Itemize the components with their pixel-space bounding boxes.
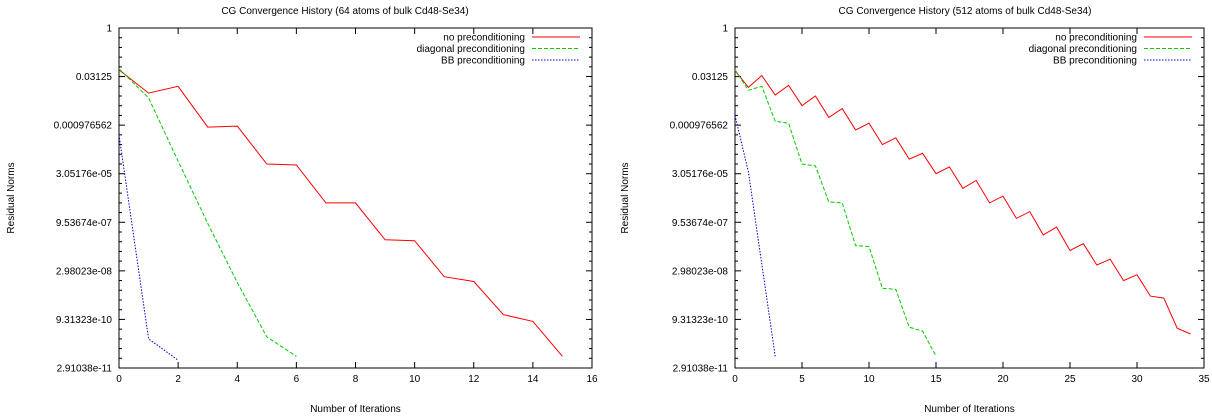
x-tick-label: 0 bbox=[116, 374, 122, 385]
x-axis-label: Number of Iterations bbox=[310, 404, 401, 415]
y-tick-label: 3.05176e-05 bbox=[672, 169, 729, 180]
y-axis-label: Residual Norms bbox=[6, 162, 17, 233]
x-tick-label: 25 bbox=[1064, 374, 1076, 385]
chart-title: CG Convergence History (512 atoms of bul… bbox=[839, 6, 1092, 17]
y-tick-label: 2.98023e-08 bbox=[672, 266, 729, 277]
series-line-1 bbox=[734, 69, 937, 357]
x-tick-label: 14 bbox=[527, 374, 539, 385]
y-tick-label: 1 bbox=[106, 24, 112, 35]
x-tick-label: 10 bbox=[863, 374, 875, 385]
x-tick-label: 8 bbox=[353, 374, 359, 385]
y-tick-label: 9.53674e-07 bbox=[56, 218, 113, 229]
legend-label: no preconditioning bbox=[443, 33, 525, 44]
x-tick-label: 30 bbox=[1131, 374, 1143, 385]
y-tick-label: 2.91038e-11 bbox=[673, 364, 729, 375]
y-tick-label: 9.53674e-07 bbox=[672, 218, 729, 229]
y-tick-label: 1 bbox=[722, 24, 728, 35]
legend-label: diagonal preconditioning bbox=[417, 44, 525, 55]
y-axis-label: Residual Norms bbox=[620, 162, 631, 233]
y-tick-label: 0.03125 bbox=[692, 72, 729, 83]
x-tick-label: 20 bbox=[997, 374, 1009, 385]
y-tick-label: 0.000976562 bbox=[54, 121, 113, 132]
plot-frame bbox=[734, 27, 1205, 369]
x-tick-label: 10 bbox=[409, 374, 421, 385]
y-tick-label: 9.31323e-10 bbox=[56, 315, 113, 326]
y-tick-label: 0.03125 bbox=[76, 72, 113, 83]
y-tick-label: 3.05176e-05 bbox=[56, 169, 113, 180]
series-line-2 bbox=[118, 134, 179, 361]
x-tick-label: 6 bbox=[294, 374, 300, 385]
series-line-1 bbox=[118, 68, 297, 357]
series-line-2 bbox=[734, 115, 776, 357]
y-tick-label: 0.000976562 bbox=[670, 121, 729, 132]
legend-label: BB preconditioning bbox=[1053, 56, 1137, 67]
y-tick-label: 9.31323e-10 bbox=[672, 315, 729, 326]
x-tick-label: 35 bbox=[1198, 374, 1210, 385]
chart-title: CG Convergence History (64 atoms of bulk… bbox=[221, 6, 468, 17]
y-tick-label: 2.91038e-11 bbox=[57, 364, 113, 375]
legend-label: no preconditioning bbox=[1055, 33, 1137, 44]
legend-label: diagonal preconditioning bbox=[1029, 44, 1137, 55]
legend-label: BB preconditioning bbox=[441, 56, 525, 67]
x-tick-label: 5 bbox=[799, 374, 805, 385]
series-line-0 bbox=[734, 70, 1191, 335]
x-tick-label: 16 bbox=[586, 374, 598, 385]
x-axis-label: Number of Iterations bbox=[924, 404, 1015, 415]
series-line-0 bbox=[118, 69, 563, 357]
x-tick-label: 15 bbox=[930, 374, 942, 385]
y-tick-label: 2.98023e-08 bbox=[56, 266, 113, 277]
plot-frame bbox=[118, 27, 593, 369]
x-tick-label: 0 bbox=[732, 374, 738, 385]
x-tick-label: 4 bbox=[234, 374, 240, 385]
x-tick-label: 2 bbox=[175, 374, 181, 385]
x-tick-label: 12 bbox=[468, 374, 480, 385]
